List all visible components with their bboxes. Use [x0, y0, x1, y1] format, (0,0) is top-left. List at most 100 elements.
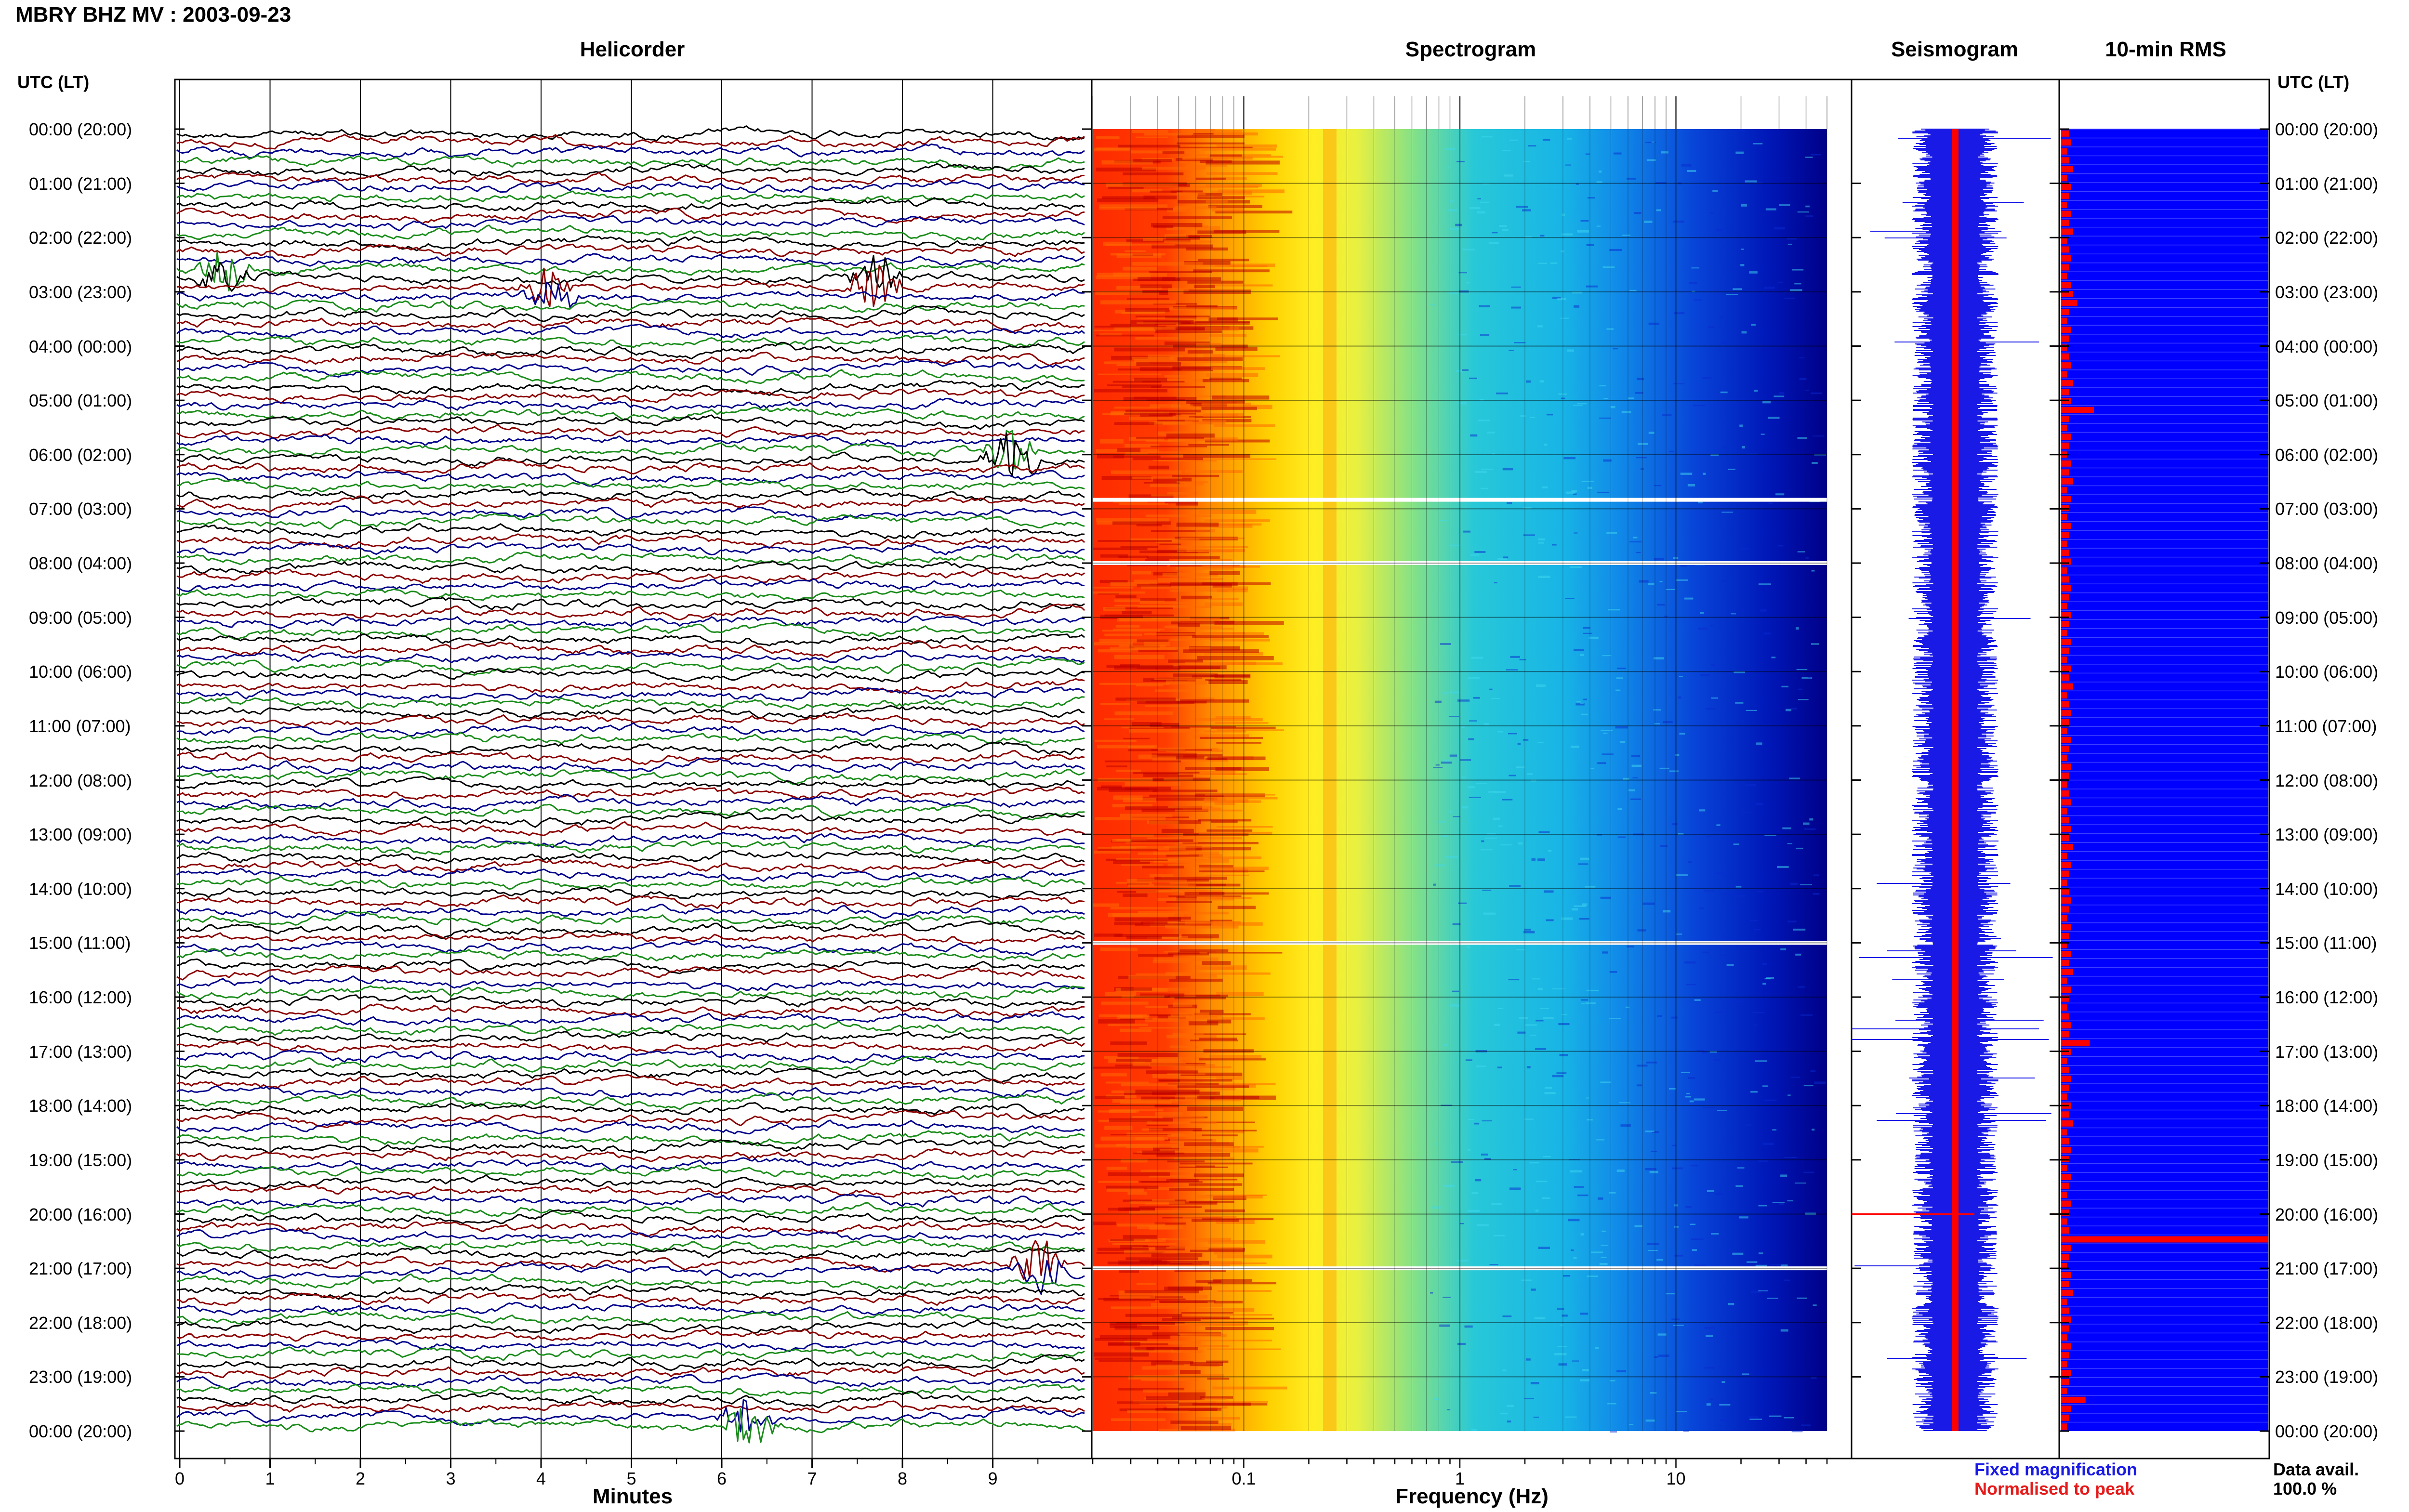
spec-low-freq-streak — [1145, 1018, 1179, 1022]
spec-low-freq-streak — [1149, 1225, 1178, 1230]
spec-noise-speck — [1732, 907, 1739, 908]
spec-low-freq-streak — [1124, 1250, 1178, 1254]
spec-low-freq-streak — [1125, 1290, 1199, 1294]
time-label-left: 21:00 (17:00) — [29, 1259, 132, 1279]
spec-noise-speck — [1764, 978, 1771, 980]
rms-bar — [2061, 951, 2071, 958]
spec-low-freq-streak — [1154, 421, 1192, 425]
spec-noise-speck — [1450, 1004, 1460, 1007]
spec-low-freq-streak — [1185, 661, 1257, 665]
spec-low-freq-streak — [1108, 1172, 1170, 1176]
helicorder-trace — [176, 305, 1085, 322]
spec-noise-speck — [1482, 183, 1490, 184]
spec-low-freq-streak — [1135, 337, 1209, 340]
helicorder-trace — [176, 1319, 1085, 1334]
spec-low-freq-streak — [1133, 1237, 1166, 1242]
rms-bar — [2061, 1183, 2069, 1189]
spec-noise-speck — [1474, 1122, 1480, 1125]
spec-low-freq-streak — [1097, 745, 1157, 749]
spec-low-freq-streak — [1186, 400, 1245, 404]
spec-noise-speck — [1771, 1264, 1782, 1265]
helicorder-trace — [176, 1092, 1085, 1110]
spec-noise-speck — [1616, 1370, 1626, 1372]
spec-noise-speck — [1721, 512, 1733, 513]
spec-noise-speck — [1561, 233, 1573, 236]
spec-low-freq-streak — [1118, 555, 1149, 558]
spec-low-freq-streak — [1184, 911, 1229, 915]
spec-noise-speck — [1558, 1363, 1567, 1366]
spec-low-freq-streak — [1215, 722, 1269, 724]
spec-low-freq-streak — [1191, 1219, 1239, 1222]
spec-low-freq-streak — [1187, 350, 1213, 354]
spec-noise-speck — [1572, 291, 1583, 294]
spec-low-freq-streak — [1164, 778, 1193, 781]
spec-low-freq-streak — [1168, 1015, 1208, 1019]
spec-noise-speck — [1601, 730, 1613, 731]
page-title: MBRY BHZ MV : 2003-09-23 — [15, 3, 291, 26]
time-label-right: 17:00 (13:00) — [2275, 1041, 2379, 1062]
helicorder-trace — [176, 235, 1085, 251]
spec-noise-speck — [1769, 1415, 1782, 1417]
spec-noise-speck — [1734, 404, 1738, 406]
spec-noise-speck — [1673, 1325, 1684, 1326]
spec-low-freq-streak — [1123, 266, 1157, 271]
spec-low-freq-streak — [1217, 1254, 1272, 1259]
spec-noise-speck — [1482, 889, 1492, 891]
spec-low-freq-streak — [1202, 1134, 1238, 1137]
helicorder-trace — [176, 786, 1085, 801]
time-label-left: 03:00 (23:00) — [29, 282, 132, 302]
spec-noise-speck — [1481, 840, 1484, 842]
helicorder-trace — [176, 750, 1085, 765]
spec-low-freq-streak — [1103, 606, 1125, 611]
spec-noise-speck — [1476, 1065, 1486, 1067]
spec-low-freq-streak — [1188, 444, 1229, 446]
spec-low-freq-streak — [1197, 259, 1249, 262]
spec-noise-speck — [1680, 473, 1693, 475]
spec-noise-speck — [1703, 1367, 1715, 1369]
helicorder-trace — [176, 1020, 1085, 1036]
helicorder-trace — [176, 667, 1085, 683]
spec-noise-speck — [1530, 1035, 1536, 1036]
rms-bar — [2061, 282, 2071, 289]
spec-low-freq-streak — [1146, 556, 1220, 559]
spec-low-freq-streak — [1178, 666, 1220, 670]
spec-low-freq-streak — [1214, 797, 1278, 800]
spec-low-freq-streak — [1132, 1247, 1173, 1250]
spec-low-freq-streak — [1111, 470, 1182, 474]
spec-low-freq-streak — [1179, 1166, 1228, 1168]
spec-noise-speck — [1784, 297, 1796, 300]
spec-low-freq-streak — [1111, 1306, 1186, 1309]
spec-low-freq-streak — [1117, 1053, 1178, 1057]
rms-bar — [2061, 300, 2078, 306]
spec-noise-speck — [1544, 444, 1548, 446]
spec-noise-speck — [1557, 1346, 1567, 1347]
spec-low-freq-streak — [1193, 1033, 1246, 1035]
spec-low-freq-streak — [1209, 377, 1242, 380]
spec-noise-speck — [1456, 160, 1465, 162]
data-gap-line — [1093, 941, 1827, 945]
spec-noise-speck — [1570, 745, 1579, 748]
spec-noise-speck — [1656, 1259, 1664, 1261]
rms-bar — [2061, 692, 2067, 699]
spec-low-freq-streak — [1213, 177, 1247, 180]
rms-bar — [2061, 986, 2071, 993]
helicorder-trace — [176, 757, 1085, 775]
spec-low-freq-streak — [1183, 807, 1222, 811]
spec-low-freq-streak — [1197, 1195, 1263, 1199]
helicorder-trace — [176, 1346, 1085, 1362]
helicorder-trace — [176, 1085, 1085, 1099]
spec-low-freq-streak — [1141, 1096, 1175, 1101]
spec-noise-speck — [1742, 1373, 1749, 1375]
spec-low-freq-streak — [1094, 933, 1123, 937]
spec-noise-speck — [1477, 211, 1485, 214]
spec-noise-speck — [1538, 576, 1550, 579]
spec-low-freq-streak — [1105, 858, 1168, 861]
rms-bar — [2061, 130, 2069, 137]
spec-noise-speck — [1464, 1325, 1473, 1328]
spec-low-freq-streak — [1151, 1302, 1223, 1307]
rms-bar — [2061, 1004, 2067, 1011]
spec-low-freq-streak — [1202, 419, 1252, 422]
rms-bar — [2061, 193, 2069, 199]
spec-low-freq-streak — [1199, 870, 1265, 872]
spec-low-freq-streak — [1099, 439, 1124, 444]
